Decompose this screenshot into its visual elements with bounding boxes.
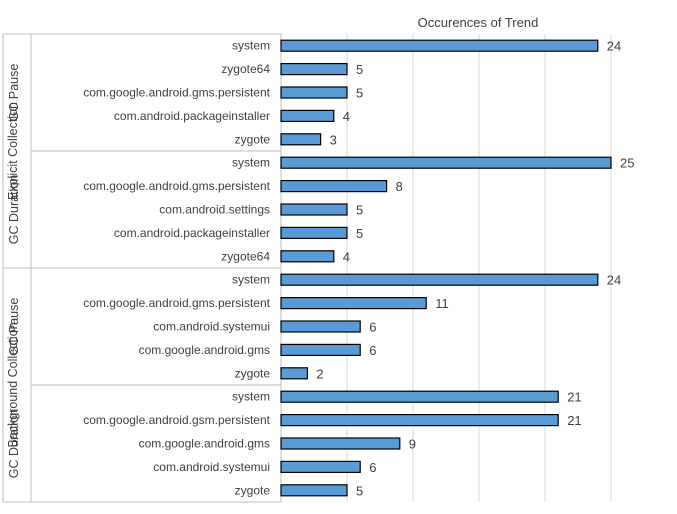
data-label: 24 — [607, 273, 621, 288]
bar — [280, 250, 335, 263]
bar — [280, 203, 348, 216]
data-label: 8 — [396, 179, 403, 194]
bar — [280, 297, 427, 310]
data-label: 4 — [343, 249, 350, 264]
subgroup-label: GC Duration — [7, 409, 21, 479]
data-label: 5 — [356, 483, 363, 498]
bar — [280, 273, 599, 286]
group-label: Background Collection — [6, 322, 20, 447]
data-label: 5 — [356, 226, 363, 241]
bar — [280, 133, 322, 146]
data-label: 2 — [316, 366, 323, 381]
category-label: com.google.android.gms — [139, 437, 270, 451]
bar — [280, 156, 612, 169]
category-label: com.google.android.gms — [139, 343, 270, 357]
chart-title: Occurences of Trend — [418, 15, 539, 30]
data-label: 24 — [607, 39, 621, 54]
bar-layer — [280, 39, 612, 497]
data-label: 6 — [369, 320, 376, 335]
group-label: Explicit Collection — [6, 102, 20, 200]
data-label: 6 — [369, 343, 376, 358]
data-label: 5 — [356, 86, 363, 101]
bar — [280, 390, 559, 403]
bar — [280, 86, 348, 99]
data-label: 5 — [356, 203, 363, 218]
bar — [280, 62, 348, 76]
category-label: zygote — [235, 366, 271, 380]
data-label: 3 — [330, 132, 337, 147]
bar — [280, 109, 335, 123]
data-label: 4 — [343, 109, 350, 124]
category-label: com.android.systemui — [153, 460, 270, 474]
data-label: 21 — [567, 390, 581, 405]
bar — [280, 484, 348, 497]
bar — [280, 367, 308, 380]
data-label: 21 — [567, 413, 581, 428]
category-label: com.google.android.gms.persistent — [83, 86, 270, 100]
bar — [280, 226, 348, 239]
category-label: com.android.packageinstaller — [114, 226, 270, 240]
subgroup-label: GC Pause — [7, 298, 21, 356]
category-label: zygote — [235, 132, 271, 146]
bar — [280, 320, 361, 333]
subgroup-label: GC Duration — [7, 175, 21, 245]
category-label: system — [232, 390, 270, 404]
category-label: system — [232, 156, 270, 170]
bar — [280, 414, 559, 427]
category-label: com.android.packageinstaller — [114, 109, 270, 123]
subgroup-label: GC Pause — [7, 64, 21, 122]
bar — [280, 39, 599, 52]
data-label: 25 — [620, 156, 634, 171]
bar — [280, 343, 361, 356]
category-label: com.google.android.gms.persistent — [83, 296, 270, 310]
category-label: zygote64 — [221, 249, 270, 263]
category-label: com.google.android.gms.persistent — [83, 179, 270, 193]
bar — [280, 460, 361, 473]
category-frame — [2, 33, 282, 503]
category-label: system — [232, 273, 270, 287]
data-label: 5 — [356, 62, 363, 77]
data-label: 6 — [369, 460, 376, 475]
category-label: system — [232, 39, 270, 53]
category-label: com.google.android.gsm.persistent — [83, 413, 270, 427]
category-label: zygote64 — [221, 62, 270, 76]
data-label: 9 — [409, 437, 416, 452]
category-label: com.android.systemui — [153, 320, 270, 334]
bar — [280, 437, 401, 450]
data-label: 11 — [435, 296, 449, 311]
category-label: zygote — [235, 483, 271, 497]
bar — [280, 180, 388, 193]
category-label: com.android.settings — [159, 203, 270, 217]
grid-layer — [346, 34, 612, 502]
